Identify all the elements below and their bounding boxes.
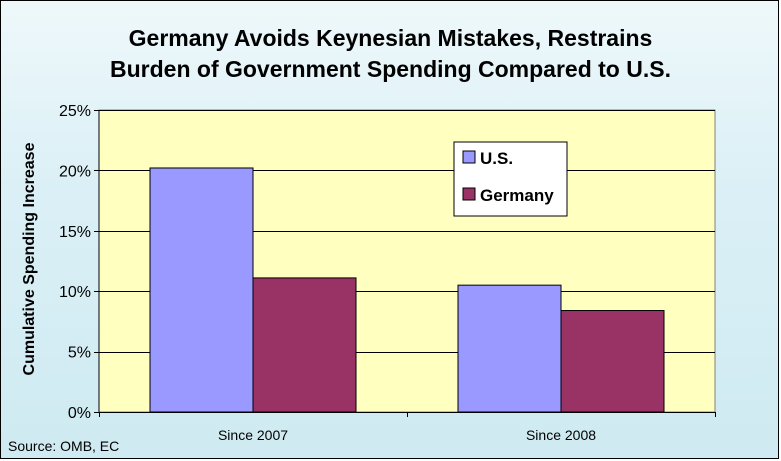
x-category-label-1: Since 2007	[218, 427, 288, 443]
bar-germany-2	[560, 310, 665, 413]
legend-swatch-germany	[462, 187, 476, 201]
bar-germany-1	[252, 277, 357, 413]
y-tick-label-5: 5%	[68, 345, 91, 362]
y-tick-label-0: 0%	[68, 405, 91, 422]
bar-us-1	[149, 167, 254, 413]
legend-label-germany: Germany	[480, 186, 554, 205]
bar-us-2	[457, 284, 562, 413]
source-note: Source: OMB, EC	[8, 438, 120, 454]
chart-title-line-2: Burden of Government Spending Compared t…	[110, 56, 671, 82]
legend-label-us: U.S.	[480, 149, 513, 168]
y-tick-label-25: 25%	[59, 103, 91, 120]
y-tick-label-10: 10%	[59, 284, 91, 301]
chart-title-line-1: Germany Avoids Keynesian Mistakes, Restr…	[128, 25, 653, 51]
chart-title: Germany Avoids Keynesian Mistakes, Restr…	[1, 23, 780, 85]
legend-swatch-us	[462, 150, 476, 164]
x-category-label-2: Since 2008	[526, 427, 596, 443]
y-tick-label-20: 20%	[59, 163, 91, 180]
y-tick-label-15: 15%	[59, 224, 91, 241]
